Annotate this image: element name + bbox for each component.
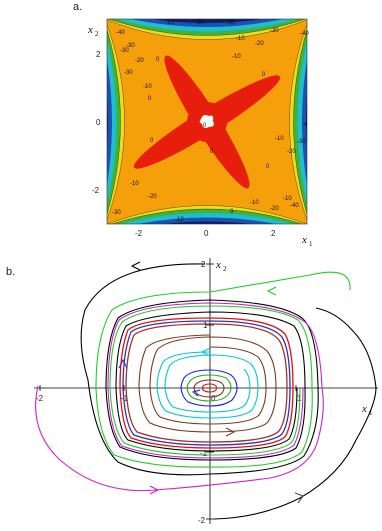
- contour-label: -30: [112, 210, 121, 216]
- trajectory-black: [80, 263, 319, 476]
- orbit-blue: [180, 369, 238, 407]
- tick-label: 2: [96, 50, 101, 59]
- contour-label: -10: [232, 54, 241, 60]
- contour-label: -10: [283, 196, 292, 202]
- contour-label: 0: [156, 57, 160, 63]
- arrowhead-blue-center: [191, 389, 201, 397]
- panel-a-label: a.: [73, 1, 83, 13]
- tick-label: 0: [96, 118, 101, 127]
- arrowhead-magenta-bottom: [149, 485, 160, 495]
- trajectory-cyan: [156, 351, 259, 419]
- contour-label: -30: [297, 139, 306, 145]
- arrowhead-purple-left: [118, 358, 128, 369]
- svg-text:2: 2: [223, 265, 227, 273]
- svg-text:1: 1: [309, 240, 313, 248]
- contour-label: -10: [275, 136, 284, 142]
- trajectory-green: [95, 271, 351, 468]
- contour-label: -20: [195, 20, 204, 26]
- tick-label: -2: [135, 229, 143, 238]
- arrowhead-group: [118, 261, 304, 504]
- trajectory-magenta: [35, 302, 324, 492]
- contour-label: -40: [290, 203, 299, 209]
- contour-label: 0: [148, 96, 152, 102]
- contour-label: -10: [175, 217, 184, 223]
- contour-label: -40: [116, 30, 125, 36]
- tick-label: 0: [204, 229, 209, 238]
- contour-label: -20: [255, 41, 264, 47]
- arrowhead-brown-inner: [225, 427, 236, 437]
- panel-b-x-axis-title: x 1: [361, 403, 373, 417]
- tick-label: -1: [200, 449, 208, 458]
- panel-a-frame: [106, 18, 308, 225]
- contour-label: 0: [210, 149, 214, 155]
- svg-text:x: x: [87, 24, 93, 36]
- contour-label: -10: [130, 181, 139, 187]
- contour-label: -10: [250, 200, 259, 206]
- contour-label: 0: [150, 138, 154, 144]
- contour-label: 0: [203, 123, 207, 129]
- contour-label: -20: [148, 194, 157, 200]
- panel-b-axes: [34, 258, 378, 524]
- contour-label-group: -40 -30 -20 -10 0 -30 -30 -10 -20 -30 -1…: [112, 20, 309, 223]
- orbit-brown: [193, 379, 225, 398]
- center-blob: [199, 115, 214, 128]
- contour-label: 0: [266, 164, 270, 170]
- arrowhead-green-top: [266, 286, 277, 296]
- svg-text:1: 1: [369, 409, 373, 417]
- arrowhead-brown-bottom: [294, 492, 304, 504]
- tick-label: -1: [121, 394, 129, 403]
- panel-b-y-axis-title: x 2: [215, 259, 227, 273]
- orbit-green: [186, 374, 232, 402]
- contour-label: -30: [126, 43, 135, 49]
- contour-label: 0: [230, 209, 234, 215]
- tick-label: -2: [36, 394, 44, 403]
- contour-label: -40: [300, 31, 309, 37]
- trajectory-group: [35, 263, 377, 520]
- panel-b-label: b.: [6, 266, 16, 278]
- tick-label: 0: [211, 394, 216, 403]
- svg-text:2: 2: [95, 30, 99, 38]
- trajectory-black-lower: [213, 307, 377, 520]
- trajectory-brown: [138, 334, 277, 433]
- limit-cycle-purple: [122, 320, 291, 446]
- panel-a-y-ticks: 2 0 -2: [92, 50, 101, 195]
- orbit-red-center: [201, 383, 218, 393]
- panel-a-x-axis-title: x 1: [301, 234, 313, 248]
- limit-cycle-maroon: [125, 323, 288, 443]
- arrowhead-cyan-top: [200, 347, 211, 357]
- contour-label: -30: [226, 20, 235, 26]
- contour-label: -20: [287, 149, 296, 155]
- contour-label: -30: [270, 28, 279, 34]
- contour-label: -20: [270, 206, 279, 212]
- contour-label: -10: [143, 84, 152, 90]
- contour-label: -20: [135, 58, 144, 64]
- limit-cycle-red: [119, 317, 294, 449]
- contour-label: -30: [124, 70, 133, 76]
- tick-label: -2: [198, 516, 206, 525]
- panel-a-y-axis-title: x 2: [87, 24, 99, 38]
- contour-label: -30: [120, 48, 129, 54]
- arrowhead-black-top: [130, 261, 141, 271]
- contour-label: 0: [262, 72, 266, 78]
- contour-label: -4: [302, 122, 308, 128]
- contour-label: -10: [236, 36, 245, 42]
- svg-text:x: x: [215, 259, 221, 271]
- panel-b-ticks: [39, 263, 297, 520]
- svg-text:x: x: [301, 234, 307, 246]
- contour-label: -10: [165, 20, 174, 26]
- tick-label: 2: [271, 229, 276, 238]
- tick-label: -2: [92, 186, 100, 195]
- tick-label: 1: [203, 321, 208, 330]
- svg-text:x: x: [361, 403, 367, 415]
- panel-a-x-ticks: -2 0 2: [135, 229, 276, 238]
